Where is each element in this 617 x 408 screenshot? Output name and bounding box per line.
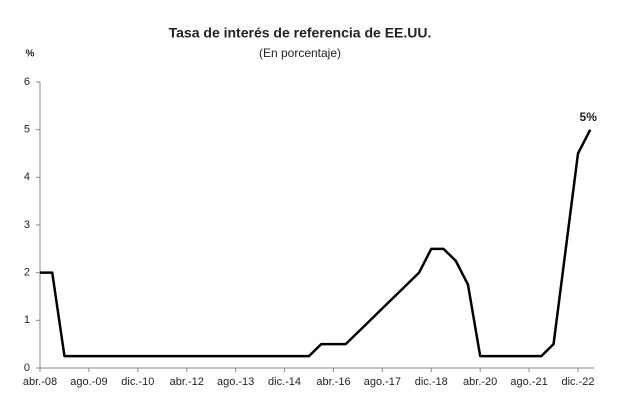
- x-tick-label: dic.-22: [561, 376, 594, 388]
- x-tick-label: abr.-16: [316, 376, 350, 388]
- y-axis-label: %: [26, 49, 35, 60]
- x-tick-label: ago.-09: [70, 376, 107, 388]
- y-tick-label: 5: [24, 124, 30, 136]
- x-tick-label: dic.-10: [121, 376, 154, 388]
- y-tick-label: 1: [24, 314, 30, 326]
- x-tick-label: dic.-18: [415, 376, 448, 388]
- y-tick-label: 3: [24, 219, 30, 231]
- x-tick-label: dic.-14: [268, 376, 301, 388]
- x-tick-label: ago.-21: [510, 376, 547, 388]
- data-label: 5%: [580, 110, 598, 124]
- y-tick-label: 2: [24, 267, 30, 279]
- y-tick-label: 4: [24, 171, 30, 183]
- x-tick-label: abr.-12: [170, 376, 204, 388]
- x-tick-label: abr.-08: [23, 376, 57, 388]
- chart-subtitle: (En porcentaje): [259, 46, 341, 60]
- x-tick-label: ago.-13: [217, 376, 254, 388]
- x-tick-label: abr.-20: [463, 376, 497, 388]
- series-line: [40, 129, 592, 358]
- chart-title: Tasa de interés de referencia de EE.UU.: [169, 25, 432, 41]
- y-tick-label: 6: [24, 76, 30, 88]
- x-tick-label: ago.-17: [364, 376, 401, 388]
- y-tick-label: 0: [24, 362, 30, 374]
